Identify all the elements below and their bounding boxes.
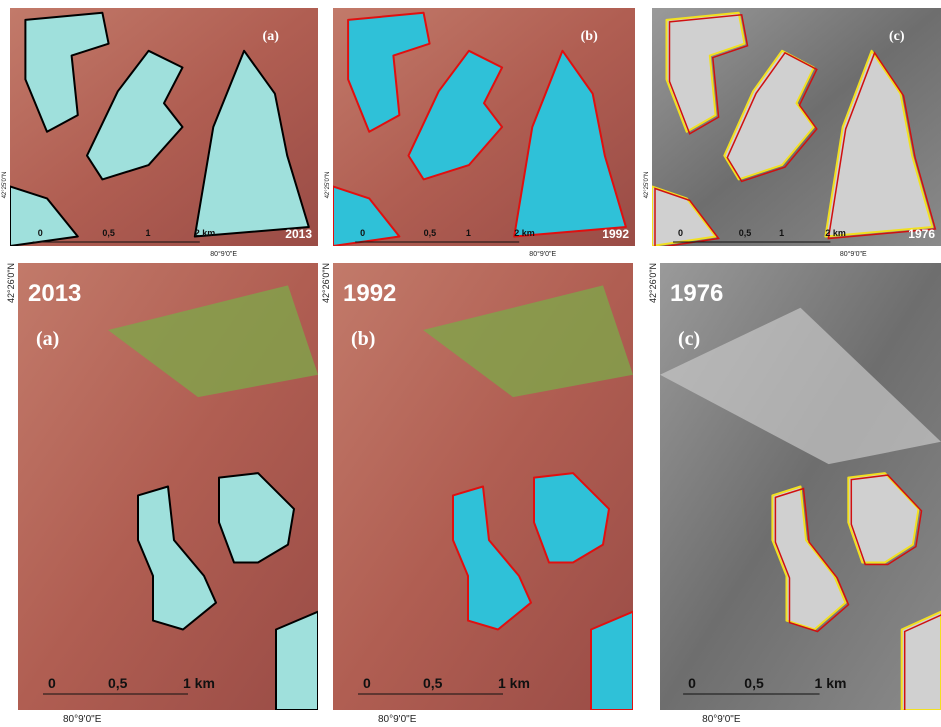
scale-label: 1 km bbox=[183, 675, 215, 691]
scale-label: 0 bbox=[48, 675, 56, 691]
map-panel: (a) 2013 0 0,5 1 2 km bbox=[10, 8, 318, 246]
scale-label: 0,5 bbox=[423, 675, 443, 691]
longitude-label: 80°9'0"E bbox=[529, 250, 556, 258]
year-label: 1976 bbox=[908, 227, 935, 241]
latitude-label: 42°26'0"N bbox=[6, 263, 16, 303]
map-panel: (b) 1992 0 0,5 1 2 km bbox=[333, 8, 635, 246]
panel-label: (a) bbox=[263, 29, 280, 44]
scale-label: 0 bbox=[688, 675, 696, 691]
scale-label: 1 km bbox=[498, 675, 530, 691]
map-panel: (c) 1976 0 0,5 1 2 km bbox=[652, 8, 941, 248]
scale-label: 1 km bbox=[815, 675, 847, 691]
figure: (a) 2013 0 0,5 1 2 km 80°9'0"E 42°25'0"N (b) 1992… bbox=[0, 0, 941, 727]
panel-label: (c) bbox=[678, 328, 700, 350]
panel-label: (c) bbox=[889, 29, 905, 44]
scale-label: 2 km bbox=[825, 228, 846, 238]
year-label: 1992 bbox=[343, 280, 396, 307]
longitude-label: 80°9'0"E bbox=[210, 250, 237, 258]
scale-label: 0 bbox=[38, 228, 43, 238]
scale-label: 0 bbox=[363, 675, 371, 691]
latitude-label: 42°26'0"N bbox=[321, 263, 331, 303]
map-panel: (b) 1992 0 0,5 1 km bbox=[333, 263, 633, 710]
scale-label: 0,5 bbox=[424, 228, 437, 238]
scale-label: 0,5 bbox=[739, 228, 752, 238]
map-panel: (a) 2013 0 0,5 1 km bbox=[18, 263, 318, 710]
scale-label: 1 bbox=[466, 228, 471, 238]
scale-label: 0,5 bbox=[108, 675, 128, 691]
latitude-label: 42°25'0"N bbox=[2, 172, 8, 199]
scale-label: 0,5 bbox=[744, 675, 764, 691]
map-panel: (c) 1976 0 0,5 1 km bbox=[660, 263, 941, 712]
panel-label: (b) bbox=[351, 328, 375, 350]
scale-label: 2 km bbox=[195, 228, 216, 238]
glacier bbox=[902, 612, 941, 710]
scale-label: 0 bbox=[360, 228, 365, 238]
longitude-label: 80°9'0"E bbox=[702, 714, 741, 725]
latitude-label: 42°26'0"N bbox=[648, 263, 658, 303]
longitude-label: 80°9'0"E bbox=[378, 714, 417, 725]
longitude-label: 80°9'0"E bbox=[63, 714, 102, 725]
scale-label: 1 bbox=[146, 228, 151, 238]
glacier bbox=[276, 612, 318, 710]
year-label: 2013 bbox=[285, 227, 312, 241]
year-label: 1992 bbox=[602, 227, 629, 241]
scale-label: 2 km bbox=[514, 228, 535, 238]
year-label: 1976 bbox=[670, 280, 723, 307]
panel-label: (b) bbox=[581, 29, 598, 44]
longitude-label: 80°9'0"E bbox=[840, 250, 867, 258]
glacier bbox=[591, 612, 633, 710]
latitude-label: 42°25'0"N bbox=[325, 172, 331, 199]
scale-label: 0,5 bbox=[102, 228, 115, 238]
latitude-label: 42°25'0"N bbox=[644, 172, 650, 199]
scale-label: 1 bbox=[779, 228, 784, 238]
year-label: 2013 bbox=[28, 280, 81, 307]
panel-label: (a) bbox=[36, 328, 59, 350]
scale-label: 0 bbox=[678, 228, 683, 238]
